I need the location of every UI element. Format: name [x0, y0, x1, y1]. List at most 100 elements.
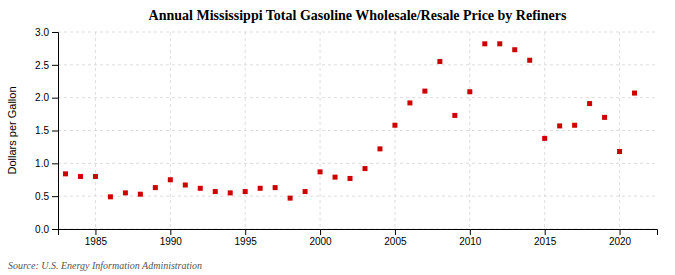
point: [288, 196, 293, 201]
tick: 2005: [384, 229, 407, 247]
point: [482, 41, 487, 46]
x-axis: 1985 1990 1995 2000 2005 2010 2015 2020: [59, 229, 658, 247]
tick-label: 1.5: [35, 125, 49, 136]
point: [497, 41, 502, 46]
tick-mark: [52, 196, 58, 197]
point: [273, 185, 278, 190]
point: [63, 171, 68, 176]
tick-mark: [545, 229, 546, 235]
point: [362, 166, 367, 171]
tick-mark: [52, 229, 58, 230]
point: [198, 186, 203, 191]
tick-mark: [320, 229, 321, 235]
tick-label: 1990: [160, 236, 183, 247]
tick: 2.0: [35, 92, 58, 103]
x-grid-line: [245, 32, 246, 229]
x-grid-line: [619, 32, 620, 229]
tick: 2015: [534, 229, 557, 247]
axis-line: [59, 230, 658, 236]
point: [602, 115, 607, 120]
point: [258, 186, 263, 191]
point: [587, 101, 592, 106]
tick-mark: [245, 229, 246, 235]
point: [348, 176, 353, 181]
tick: 1.0: [35, 158, 58, 169]
point: [153, 185, 158, 190]
point: [542, 136, 547, 141]
point: [333, 175, 338, 180]
point: [108, 194, 113, 199]
tick-label: 1995: [235, 236, 258, 247]
annotation: Source: U.S. Energy Information Administ…: [8, 260, 202, 271]
point: [392, 123, 397, 128]
tick-label: 2.0: [35, 92, 49, 103]
axis-line: [52, 33, 59, 230]
point: [183, 183, 188, 188]
x-grid-line: [394, 32, 395, 229]
tick-mark: [395, 229, 396, 235]
point: [123, 190, 128, 195]
y-grid-line: [58, 32, 657, 33]
point: [168, 177, 173, 182]
tick-mark: [52, 131, 58, 132]
tick-label: 1.0: [35, 158, 49, 169]
point: [617, 149, 622, 154]
tick-label: 1985: [85, 236, 108, 247]
tick-label: 0.0: [35, 224, 49, 235]
chart: 1985 1990 1995 2000 2005 2010 2015 2020 0.0 0.5 1.…: [0, 0, 675, 275]
point: [512, 47, 517, 52]
point: [213, 189, 218, 194]
y-grid-line: [58, 130, 657, 131]
plot-area: 1985 1990 1995 2000 2005 2010 2015 2020 0.0 0.5 1.…: [35, 27, 657, 247]
tick-mark: [170, 229, 171, 235]
point: [243, 189, 248, 194]
x-grid-line: [469, 32, 470, 229]
y-axis-title: Dollars per Gallon: [6, 86, 18, 174]
y-grid-line: [58, 163, 657, 164]
point: [452, 113, 457, 118]
tick-label: 2010: [459, 236, 482, 247]
point: [422, 89, 427, 94]
tick-label: 2020: [609, 236, 632, 247]
tick-label: 2000: [309, 236, 332, 247]
point: [228, 190, 233, 195]
tick-mark: [470, 229, 471, 235]
tick-mark: [52, 32, 58, 33]
tick-mark: [52, 163, 58, 164]
point: [557, 123, 562, 128]
tick-mark: [95, 229, 96, 235]
point: [377, 146, 382, 151]
tick-mark: [52, 65, 58, 66]
title: Annual Mississippi Total Gasoline Wholes…: [149, 8, 567, 23]
y-grid-line: [58, 97, 657, 98]
x-grid-line: [320, 32, 321, 229]
point: [407, 100, 412, 105]
point: [93, 174, 98, 179]
point: [303, 189, 308, 194]
x-grid-line: [544, 32, 545, 229]
points: [63, 41, 637, 200]
tick-label: 3.0: [35, 27, 49, 38]
tick-label: 2.5: [35, 60, 49, 71]
tick: 2020: [609, 229, 632, 247]
tick: 1.5: [35, 125, 58, 136]
y-grid-line: [58, 64, 657, 65]
point: [437, 59, 442, 64]
tick-label: 2005: [384, 236, 407, 247]
x-grid-line: [95, 32, 96, 229]
point: [572, 123, 577, 128]
tick-label: 0.5: [35, 191, 49, 202]
point: [527, 58, 532, 63]
tick: 3.0: [35, 27, 58, 38]
tick: 1985: [85, 229, 108, 247]
point: [467, 89, 472, 94]
tick-mark: [620, 229, 621, 235]
point: [138, 192, 143, 197]
point: [632, 91, 637, 96]
y-grid-line: [58, 196, 657, 197]
tick: 1990: [160, 229, 183, 247]
y-axis: 0.0 0.5 1.0 1.5 2.0 2.5 3.0: [35, 27, 58, 235]
point: [78, 174, 83, 179]
tick-mark: [52, 98, 58, 99]
tick: 2010: [459, 229, 482, 247]
